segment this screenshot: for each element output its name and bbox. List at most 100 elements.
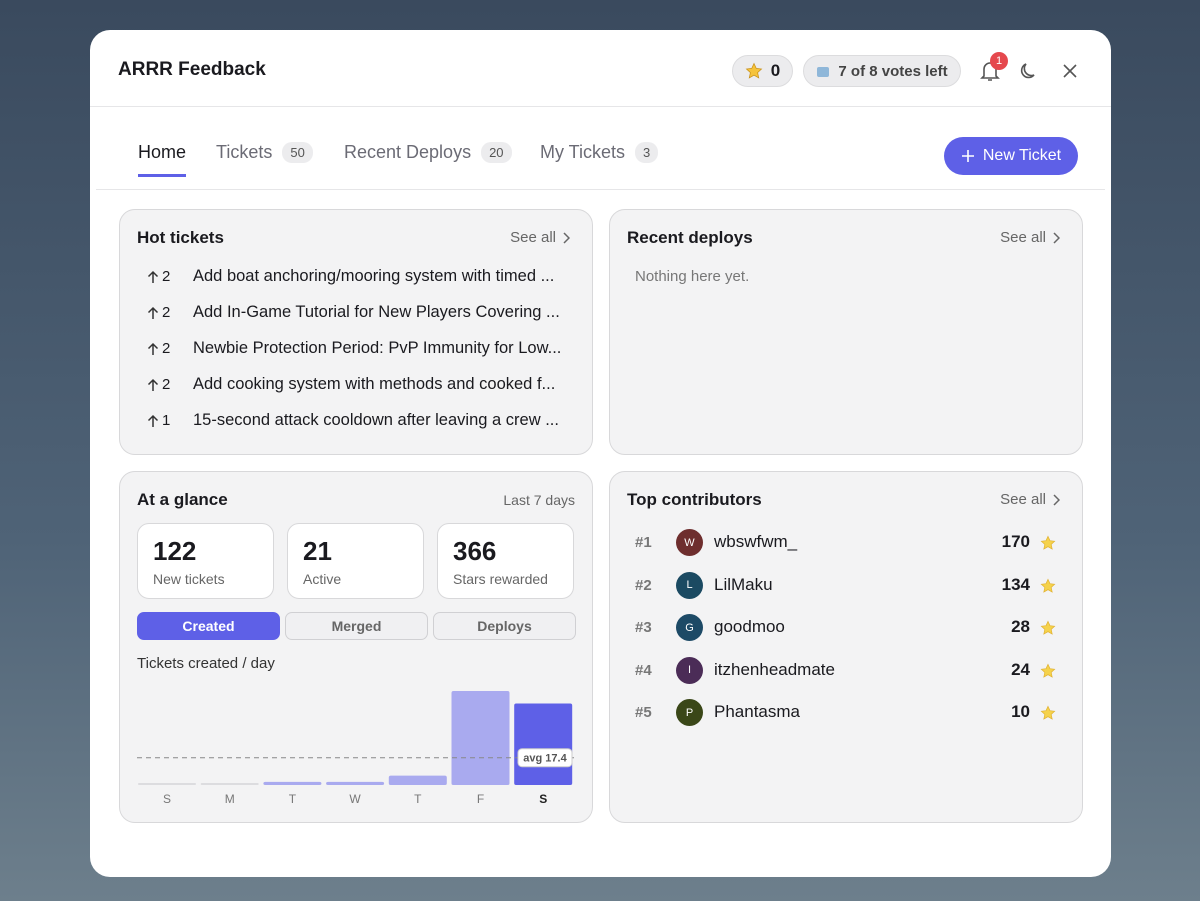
- see-all[interactable]: See all: [1000, 491, 1060, 508]
- stat-value: 366: [453, 536, 497, 566]
- tab[interactable]: Tickets 50: [216, 142, 313, 163]
- username[interactable]: itzhenheadmate: [714, 659, 835, 679]
- card-title: Top contributors: [627, 490, 762, 509]
- see-all-label: See all: [1000, 491, 1046, 508]
- recent-deploys-card: Recent deploys See all Nothing here yet.: [609, 209, 1083, 455]
- x-tick-label: T: [414, 792, 422, 806]
- divider: [96, 189, 1105, 190]
- notification-badge: 1: [990, 52, 1008, 70]
- rank: #1: [635, 534, 652, 551]
- app-title: ARRR Feedback: [118, 59, 266, 80]
- x-tick-label: T: [289, 792, 297, 806]
- upvote-icon: [147, 414, 159, 427]
- stat-value: 122: [153, 536, 197, 566]
- x-tick-label: S: [539, 792, 547, 806]
- upvotes: 2: [162, 304, 171, 321]
- see-all-label: See all: [1000, 229, 1046, 246]
- tab-count: 50: [282, 142, 313, 163]
- star-icon: [1040, 535, 1056, 550]
- ticket-title[interactable]: Newbie Protection Period: PvP Immunity f…: [193, 339, 562, 357]
- avatar: W: [676, 529, 703, 556]
- stars-pill[interactable]: 0: [732, 55, 793, 87]
- close-button[interactable]: [1062, 63, 1078, 79]
- upvote-icon: [147, 306, 159, 319]
- star-icon: [1040, 620, 1056, 635]
- rank: #4: [635, 661, 652, 679]
- avatar: P: [676, 699, 703, 726]
- star: [1040, 663, 1056, 678]
- tab[interactable]: My Tickets 3: [540, 142, 659, 163]
- chart-toggle[interactable]: Created: [137, 612, 280, 640]
- star: [1040, 620, 1056, 635]
- star-count: 10: [1011, 702, 1030, 721]
- stat-card: 366 Stars rewarded: [437, 523, 574, 599]
- tab[interactable]: Home: [138, 142, 186, 163]
- new-ticket-button[interactable]: New Ticket: [944, 137, 1078, 175]
- username[interactable]: goodmoo: [714, 617, 785, 636]
- tab-count: 20: [481, 142, 512, 163]
- upvotes: 2: [162, 376, 171, 393]
- tab-label: My Tickets: [540, 142, 626, 162]
- tab[interactable]: Recent Deploys 20: [344, 142, 512, 163]
- stars-count: 0: [770, 61, 781, 80]
- upvotes: 2: [162, 268, 171, 285]
- chart-toggle[interactable]: Deploys: [433, 612, 576, 640]
- period: Last 7 days: [503, 492, 575, 508]
- ballot-icon: [817, 67, 830, 77]
- bar: [514, 703, 573, 785]
- stat-card: 21 Active: [287, 523, 424, 599]
- bar: [326, 781, 385, 785]
- avatar: I: [676, 656, 703, 684]
- votes-pill: 7 of 8 votes left: [803, 55, 961, 87]
- rank: #5: [635, 704, 652, 721]
- active-tab-underline: [138, 174, 186, 177]
- x-tick-label: F: [477, 792, 484, 806]
- bar-track: [138, 783, 196, 785]
- tab-label: Recent Deploys: [344, 142, 472, 162]
- card-title: At a glance: [137, 490, 228, 509]
- bar: [388, 775, 447, 785]
- chevron: [1053, 493, 1060, 506]
- star-count: 134: [1001, 574, 1030, 594]
- tab-count: 3: [635, 142, 659, 163]
- ticket-title[interactable]: 15-second attack cooldown after leaving …: [193, 411, 559, 429]
- upvotes: 1: [162, 412, 171, 429]
- card-title: Recent deploys: [627, 228, 753, 247]
- stat-label: Stars rewarded: [453, 571, 548, 587]
- username[interactable]: Phantasma: [714, 702, 800, 721]
- rank: #2: [635, 576, 652, 594]
- star-icon: [1040, 578, 1056, 593]
- star-icon: [745, 62, 763, 79]
- upvote-icon: [147, 342, 159, 355]
- stat-label: Active: [303, 571, 342, 587]
- stat-label: New tickets: [153, 571, 225, 587]
- tab-label: Home: [138, 142, 187, 162]
- username[interactable]: wbswfwm_: [714, 532, 798, 551]
- arrow: [147, 270, 159, 283]
- see-all[interactable]: See all: [510, 229, 570, 246]
- theme-toggle[interactable]: [1020, 61, 1040, 81]
- username[interactable]: LilMaku: [714, 574, 773, 594]
- bar: [451, 691, 510, 785]
- glance-card: At a glance Last 7 days Tickets created …: [119, 471, 593, 823]
- upvotes: 2: [162, 340, 171, 357]
- chevron: [1053, 231, 1060, 244]
- ticket-title[interactable]: Add cooking system with methods and cook…: [193, 375, 556, 393]
- star-count: 170: [1001, 532, 1030, 551]
- ticket-title[interactable]: Add boat anchoring/mooring system with t…: [193, 267, 555, 285]
- arrow: [147, 306, 159, 319]
- star-count: 28: [1011, 617, 1030, 636]
- see-all[interactable]: See all: [1000, 229, 1060, 246]
- votes-left: 7 of 8 votes left: [838, 62, 948, 80]
- chevron: [563, 231, 570, 244]
- chart-toggle[interactable]: Merged: [285, 612, 428, 640]
- chart-title: Tickets created / day: [137, 655, 275, 672]
- star-icon: [1040, 663, 1056, 678]
- ticket-title[interactable]: Add In-Game Tutorial for New Players Cov…: [193, 303, 560, 321]
- arrow: [147, 414, 159, 427]
- arrow: [147, 342, 159, 355]
- stat-value: 21: [303, 536, 332, 566]
